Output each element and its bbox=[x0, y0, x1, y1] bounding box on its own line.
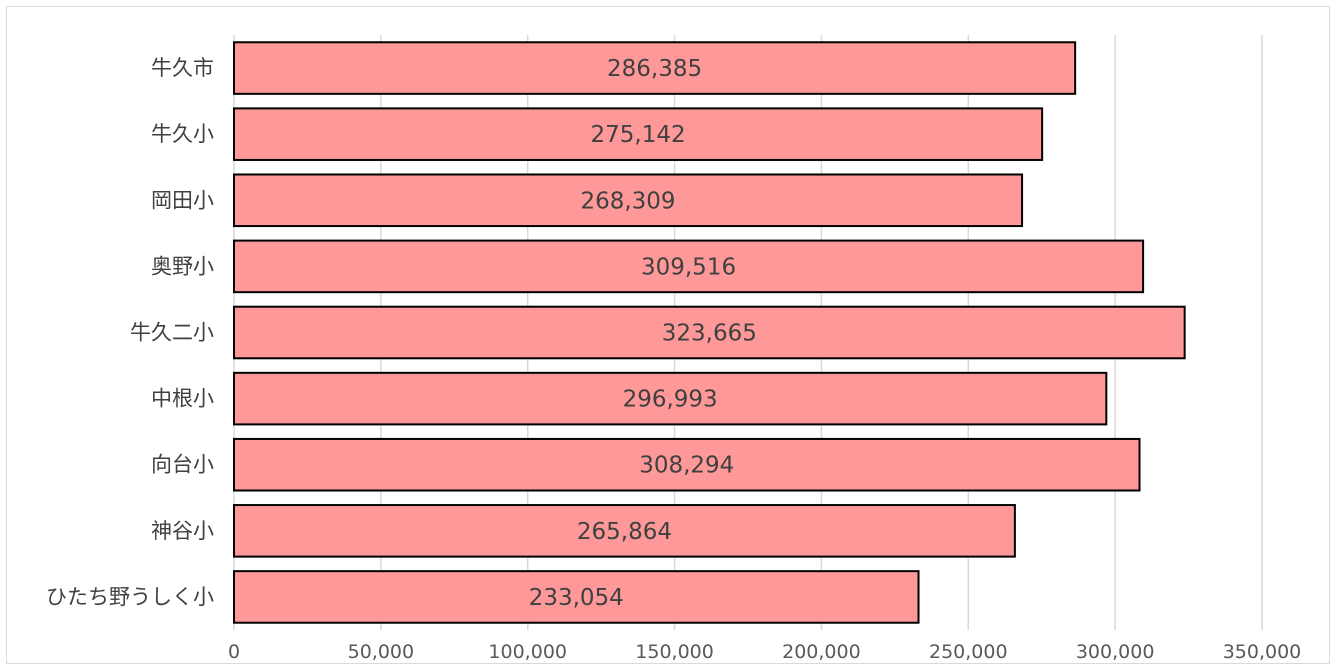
category-label: 神谷小 bbox=[151, 519, 214, 543]
data-label: 323,665 bbox=[662, 321, 757, 347]
category-label: 牛久二小 bbox=[130, 321, 214, 345]
data-label: 275,142 bbox=[591, 122, 686, 148]
category-label: 中根小 bbox=[151, 387, 214, 411]
data-label: 296,993 bbox=[623, 387, 718, 413]
data-label: 265,864 bbox=[577, 519, 672, 545]
x-tick-label: 0 bbox=[228, 641, 240, 663]
category-label: 奥野小 bbox=[151, 254, 214, 278]
data-label: 268,309 bbox=[580, 188, 675, 214]
x-tick-label: 350,000 bbox=[1223, 641, 1302, 663]
category-label: 向台小 bbox=[151, 453, 214, 477]
category-label: 牛久市 bbox=[151, 56, 214, 80]
bar bbox=[233, 41, 1077, 95]
bar bbox=[233, 504, 1016, 558]
category-label: ひたち野うしく小 bbox=[46, 585, 214, 609]
bar bbox=[233, 570, 920, 624]
bar bbox=[233, 107, 1044, 161]
category-label: 牛久小 bbox=[151, 122, 214, 146]
bar bbox=[233, 305, 1186, 360]
x-tick-label: 50,000 bbox=[348, 641, 414, 663]
bar bbox=[233, 371, 1108, 426]
bar bbox=[233, 239, 1145, 294]
data-label: 309,516 bbox=[641, 254, 736, 280]
x-tick-label: 250,000 bbox=[929, 641, 1008, 663]
bar bbox=[233, 173, 1024, 228]
x-tick-label: 100,000 bbox=[488, 641, 567, 663]
bar bbox=[233, 437, 1141, 492]
data-label: 308,294 bbox=[639, 453, 734, 479]
data-label: 286,385 bbox=[607, 56, 702, 82]
x-tick-label: 200,000 bbox=[782, 641, 861, 663]
data-label: 233,054 bbox=[529, 585, 624, 611]
x-tick-label: 150,000 bbox=[635, 641, 714, 663]
category-label: 岡田小 bbox=[151, 188, 214, 212]
x-tick-label: 300,000 bbox=[1076, 641, 1155, 663]
